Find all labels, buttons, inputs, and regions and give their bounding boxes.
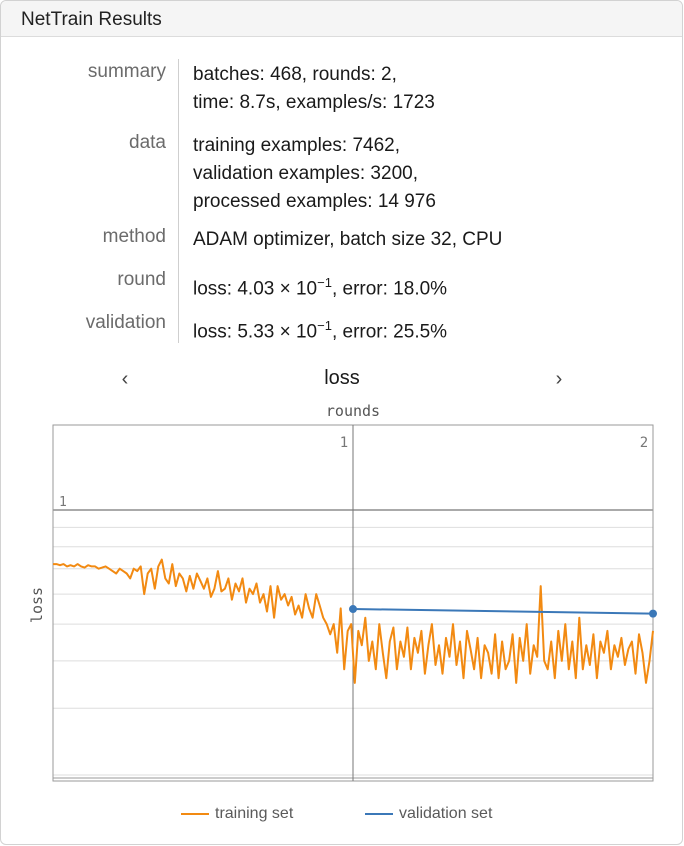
- next-plot-button[interactable]: ›: [555, 368, 563, 390]
- legend-label-validation: validation set: [399, 805, 493, 822]
- data-value-line-3: processed examples: 14 976: [193, 191, 436, 212]
- round-error: , error: 18.0%: [331, 278, 448, 300]
- summary-value-line-1: batches: 468, rounds: 2,: [193, 64, 397, 85]
- data-value-line-1: training examples: 7462,: [193, 135, 401, 156]
- chart-series: [53, 558, 657, 684]
- legend-swatch-training: [181, 813, 209, 815]
- chart-legend: training set validation set: [1, 805, 684, 825]
- validation-point-2: [649, 609, 657, 618]
- method-label: method: [102, 226, 166, 247]
- legend-item-training[interactable]: training set: [181, 805, 293, 823]
- method-value: ADAM optimizer, batch size 32, CPU: [193, 229, 503, 250]
- data-value-line-2: validation examples: 3200,: [193, 163, 418, 184]
- round-loss-prefix: loss: 4.03 × 10: [193, 278, 318, 300]
- y-axis-label: loss: [28, 587, 46, 623]
- summary-value-line-2: time: 8.7s, examples/s: 1723: [193, 92, 435, 113]
- legend-item-validation[interactable]: validation set: [365, 805, 492, 823]
- summary-label: summary: [87, 61, 166, 82]
- training-set-line: [53, 558, 654, 684]
- x-axis-label: rounds: [326, 402, 380, 420]
- window-title: NetTrain Results: [21, 9, 162, 30]
- validation-label: validation: [85, 312, 166, 333]
- plot-selector-title: loss: [324, 367, 360, 389]
- validation-set-line: [352, 608, 654, 615]
- round-value: loss: 4.03 × 10−1, error: 18.0%: [193, 269, 447, 303]
- previous-plot-button[interactable]: ‹: [121, 368, 129, 390]
- validation-point-1: [349, 605, 357, 614]
- x-tick-label-2: 2: [640, 435, 648, 451]
- data-label: data: [129, 132, 166, 153]
- title-bar: NetTrain Results: [1, 1, 682, 37]
- legend-swatch-validation: [365, 813, 393, 815]
- legend-label-training: training set: [215, 805, 294, 822]
- validation-value: loss: 5.33 × 10−1, error: 25.5%: [193, 312, 447, 346]
- round-label: round: [117, 269, 166, 290]
- summary-divider: [178, 59, 179, 343]
- y-tick-label-1: 1: [59, 495, 67, 510]
- validation-loss-prefix: loss: 5.33 × 10: [193, 321, 318, 343]
- validation-error: , error: 25.5%: [331, 321, 448, 343]
- chart-ticks: 1 2 1: [59, 435, 648, 510]
- loss-chart: 1 2 1 rounds loss: [28, 402, 657, 782]
- x-tick-label-1: 1: [340, 435, 348, 451]
- round-loss-exponent: −1: [317, 275, 332, 290]
- chart-frame: [52, 424, 654, 782]
- validation-loss-exponent: −1: [317, 318, 332, 333]
